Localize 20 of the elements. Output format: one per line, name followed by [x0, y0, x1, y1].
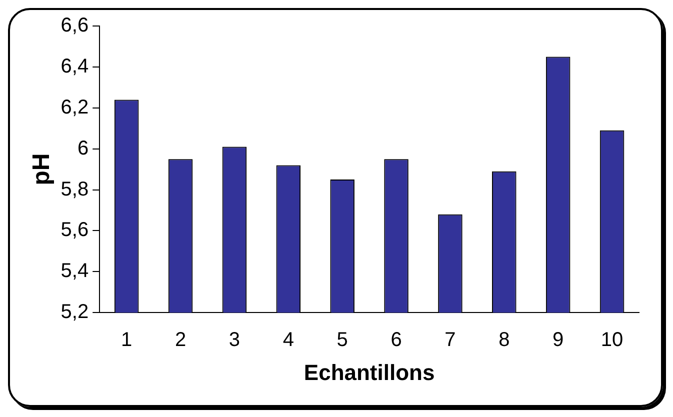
x-tick-label: 3 [228, 329, 240, 352]
x-tick-label: 5 [336, 329, 348, 352]
x-tick-label: 1 [121, 329, 132, 352]
y-tick-label: 5,6 [60, 219, 89, 242]
x-tick-label: 4 [282, 329, 294, 352]
x-tick-label: 8 [498, 329, 510, 352]
y-tick-label: 5,8 [60, 178, 89, 200]
y-tick-label: 6,4 [60, 55, 89, 78]
x-tick-label: 7 [444, 329, 456, 352]
y-tick-label: 5,4 [60, 260, 89, 282]
x-tick-label: 10 [600, 329, 624, 352]
x-tick-label: 2 [174, 329, 186, 352]
y-tick-label: 5,2 [60, 301, 89, 324]
x-axis-title: Echantillons [304, 360, 435, 385]
x-tick-label: 6 [390, 329, 402, 352]
y-axis-title: pH [28, 153, 56, 186]
y-tick-label: 6,6 [60, 14, 89, 37]
y-tick-label: 6,2 [60, 96, 89, 118]
y-tick-label: 6 [77, 137, 89, 160]
x-tick-label: 9 [552, 329, 564, 352]
